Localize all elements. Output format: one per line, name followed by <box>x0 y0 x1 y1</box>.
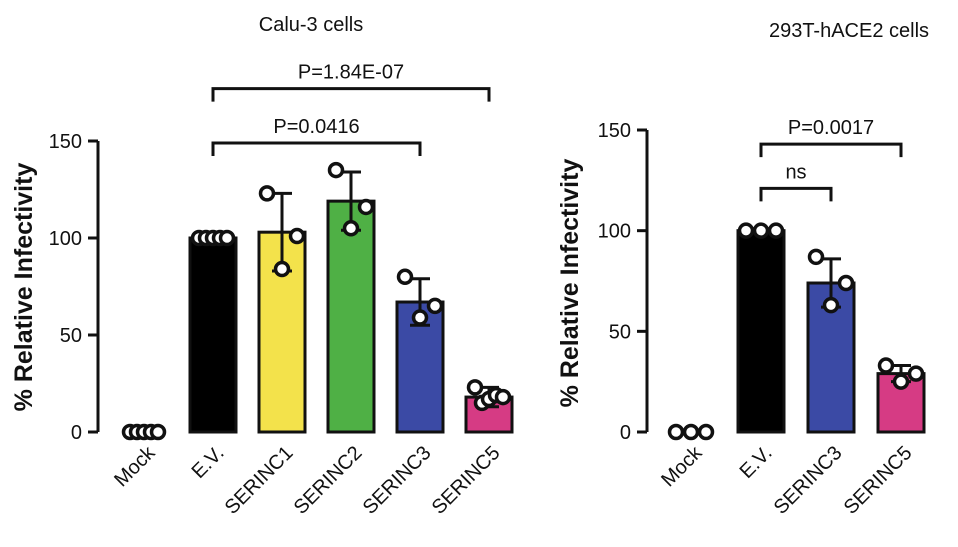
chart-title: Calu-3 cells <box>259 14 363 36</box>
data-point-serinc3-1 <box>807 248 825 266</box>
y-axis-label: % Relative Infectivity <box>556 159 584 408</box>
x-tick-label-serinc2: SERINC2 <box>290 442 367 519</box>
data-point-serinc3-3 <box>426 297 444 315</box>
y-tick-label-100: 100 <box>598 221 631 243</box>
data-point-serinc1-3 <box>288 227 306 245</box>
data-point-mock-2 <box>682 423 700 441</box>
y-tick-label-0: 0 <box>620 422 631 444</box>
y-tick-label-50: 50 <box>609 321 631 343</box>
x-tick-label-mock: Mock <box>657 441 707 491</box>
x-tick-label-e-v: E.V. <box>736 442 777 483</box>
significance-bracket-2 <box>211 141 422 156</box>
data-point-e-v-3 <box>767 222 785 239</box>
significance-label-2: ns <box>785 161 806 183</box>
data-point-serinc5-1 <box>466 379 484 396</box>
data-point-serinc1-2 <box>273 260 291 278</box>
data-point-serinc2-2 <box>342 220 360 237</box>
data-point-serinc2-1 <box>327 161 345 179</box>
y-tick-label-0: 0 <box>71 422 82 444</box>
panel-293t-hace2: 293T-hACE2 cells % Relative Infectivity 0 5… <box>556 20 929 519</box>
data-point-serinc3-2 <box>822 296 840 314</box>
data-point-mock-1 <box>667 423 685 441</box>
y-tick-label-150: 150 <box>598 120 631 142</box>
data-point-e-v-2 <box>752 222 770 239</box>
y-tick-label-100: 100 <box>49 228 82 250</box>
data-point-serinc3-3 <box>837 274 855 292</box>
x-tick-label-serinc5: SERINC5 <box>428 442 505 519</box>
data-point-serinc3-2 <box>411 309 429 326</box>
bar-serinc2 <box>326 199 376 434</box>
x-tick-label-serinc3: SERINC3 <box>770 442 847 519</box>
data-point-serinc5-2 <box>892 373 910 390</box>
significance-label-2: P=0.0416 <box>273 116 359 138</box>
y-tick-label-50: 50 <box>60 325 82 347</box>
data-point-serinc1-1 <box>258 185 276 202</box>
x-tick-label-serinc3: SERINC3 <box>359 442 436 519</box>
x-tick-label-mock: Mock <box>110 441 160 491</box>
significance-label-1: P=1.84E-07 <box>298 62 404 84</box>
bar-e-v <box>188 236 238 434</box>
data-point-mock-3 <box>697 423 715 441</box>
data-point-serinc5-3 <box>907 365 925 382</box>
data-point-e-v-1 <box>737 222 755 239</box>
data-point-serinc5-1 <box>877 357 895 374</box>
data-point-serinc2-3 <box>357 198 375 216</box>
x-tick-label-e-v: E.V. <box>188 442 229 483</box>
bar-e-v <box>736 229 786 434</box>
panel-calu3: Calu-3 cells % Relative Infectivity 0 50 100… <box>10 14 514 519</box>
significance-bracket-1 <box>759 142 903 158</box>
y-axis-label: % Relative Infectivity <box>10 163 38 412</box>
y-tick-label-150: 150 <box>49 131 82 153</box>
data-point-serinc3-1 <box>396 268 414 286</box>
x-tick-label-serinc5: SERINC5 <box>840 442 917 519</box>
x-tick-label-serinc1: SERINC1 <box>221 442 298 519</box>
data-point-serinc5-5 <box>494 388 512 406</box>
significance-label-1: P=0.0017 <box>788 117 874 139</box>
chart-title: 293T-hACE2 cells <box>769 20 929 42</box>
significance-bracket-2 <box>759 186 833 202</box>
data-point-e-v-5 <box>218 229 236 247</box>
data-point-mock-5 <box>149 423 167 441</box>
significance-bracket-1 <box>211 87 491 102</box>
